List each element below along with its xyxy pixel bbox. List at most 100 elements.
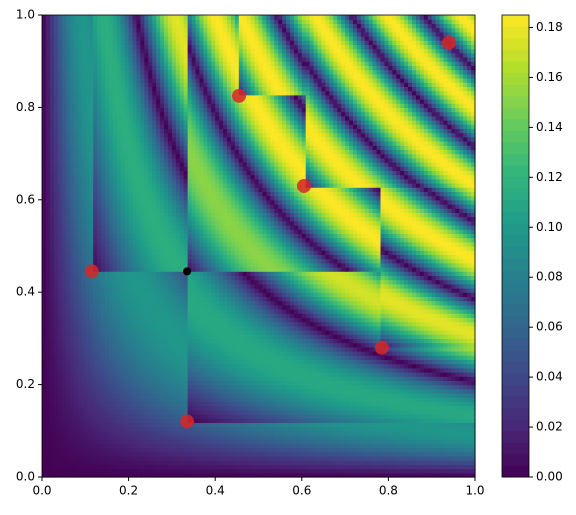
contour-cell: [215, 430, 220, 436]
contour-cell: [164, 52, 169, 58]
contour-cell: [108, 120, 114, 125]
contour-cell: [152, 69, 157, 75]
contour-cell: [144, 115, 149, 121]
contour-cell: [77, 338, 82, 344]
contour-cell: [144, 124, 149, 129]
contour-cell: [69, 435, 75, 440]
contour-cell: [97, 82, 102, 87]
contour-cell: [57, 456, 63, 461]
contour-cell: [191, 397, 197, 402]
contour-cell: [156, 342, 161, 348]
contour-cell: [108, 443, 114, 449]
contour-cell: [179, 99, 185, 104]
contour-cell: [104, 36, 110, 41]
contour-cell: [175, 199, 181, 205]
contour-cell: [140, 262, 145, 268]
contour-cell: [140, 170, 145, 176]
contour-cell: [69, 439, 75, 444]
contour-cell: [73, 456, 79, 461]
contour-cell: [108, 346, 114, 352]
contour-cell: [77, 346, 82, 352]
contour-cell: [175, 128, 181, 134]
contour-cell: [120, 73, 126, 79]
contour-cell: [215, 447, 220, 453]
contour-cell: [77, 69, 82, 75]
contour-cell: [101, 204, 106, 209]
contour-cell: [108, 86, 114, 92]
contour-cell: [152, 321, 157, 327]
contour-cell: [164, 321, 169, 327]
contour-cell: [69, 351, 75, 356]
contour-cell: [132, 225, 138, 230]
contour-cell: [164, 132, 169, 138]
contour-cell: [112, 384, 118, 390]
contour-cell: [120, 393, 126, 398]
contour-cell: [179, 233, 185, 239]
contour-cell: [108, 61, 114, 66]
contour-cell: [61, 405, 67, 411]
contour-cell: [124, 430, 130, 436]
contour-cell: [49, 267, 55, 272]
contour-cell: [112, 31, 118, 37]
contour-cell: [89, 330, 94, 335]
contour-cell: [203, 107, 208, 113]
contour-cell: [152, 380, 157, 386]
contour-cell: [69, 472, 75, 478]
contour-cell: [85, 388, 90, 394]
contour-cell: [144, 149, 149, 155]
contour-cell: [93, 359, 98, 365]
contour-cell: [183, 317, 189, 323]
contour-cell: [77, 451, 82, 457]
contour-cell: [187, 149, 193, 155]
contour-cell: [167, 40, 173, 45]
contour-cell: [120, 267, 126, 272]
contour-cell: [140, 464, 145, 470]
contour-cell: [156, 61, 161, 66]
contour-cell: [42, 107, 47, 113]
contour-cell: [104, 212, 110, 218]
contour-cell: [53, 313, 59, 318]
contour-cell: [148, 149, 153, 155]
contour-cell: [112, 317, 118, 323]
contour-cell: [183, 325, 189, 331]
contour-cell: [61, 288, 67, 293]
contour-cell: [53, 99, 59, 104]
contour-cell: [152, 397, 157, 402]
contour-cell: [61, 296, 67, 302]
contour-cell: [112, 342, 118, 348]
contour-cell: [120, 430, 126, 436]
contour-cell: [81, 136, 86, 142]
contour-cell: [124, 111, 130, 117]
contour-cell: [171, 393, 177, 398]
contour-cell: [77, 258, 82, 264]
contour-cell: [219, 468, 224, 474]
contour-cell: [136, 157, 142, 163]
contour-cell: [144, 120, 149, 125]
contour-cell: [108, 254, 114, 260]
contour-cell: [199, 397, 204, 402]
contour-cell: [183, 355, 189, 360]
contour-cell: [179, 296, 185, 302]
contour-cell: [104, 279, 110, 285]
contour-cell: [215, 145, 220, 150]
contour-cell: [191, 443, 197, 449]
contour-cell: [195, 292, 201, 297]
contour-cell: [195, 162, 201, 167]
contour-cell: [215, 90, 220, 96]
contour-cell: [112, 304, 118, 310]
contour-cell: [124, 233, 130, 239]
contour-cell: [171, 367, 177, 373]
contour-cell: [120, 405, 126, 411]
contour-cell: [195, 23, 201, 29]
contour-cell: [89, 300, 94, 306]
contour-cell: [61, 86, 67, 92]
contour-cell: [148, 128, 153, 134]
contour-cell: [53, 141, 59, 146]
contour-cell: [120, 153, 126, 159]
contour-cell: [85, 191, 90, 197]
contour-cell: [77, 309, 82, 314]
contour-cell: [53, 296, 59, 302]
contour-cell: [77, 103, 82, 108]
contour-cell: [85, 174, 90, 180]
contour-cell: [112, 141, 118, 146]
